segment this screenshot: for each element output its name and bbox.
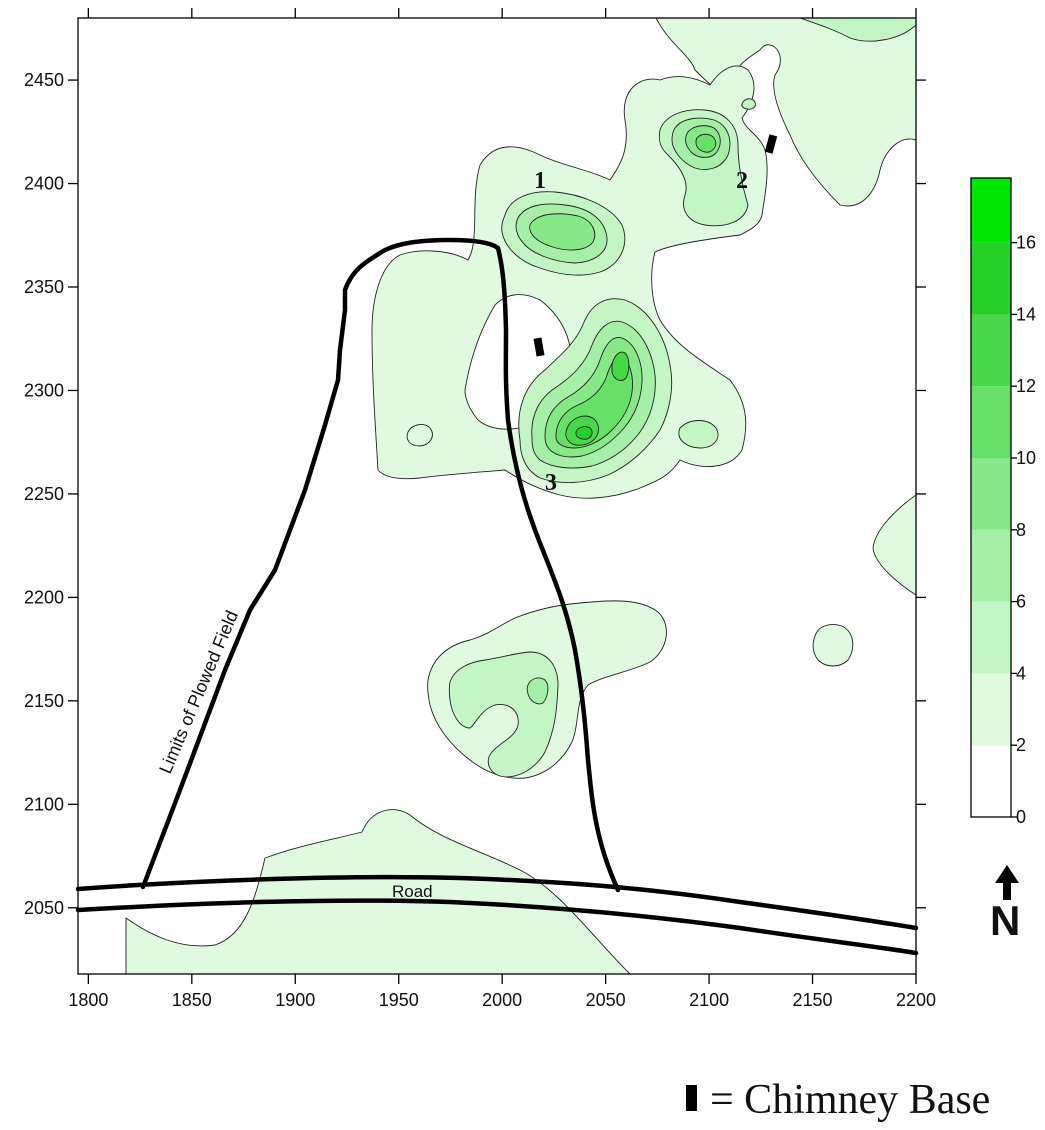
colorbar-swatch — [971, 673, 1011, 746]
colorbar-swatch — [971, 242, 1011, 315]
y-tick-label: 2250 — [24, 484, 64, 504]
contour-12-north-lobe — [611, 351, 630, 381]
contour-2-east-islet — [812, 624, 854, 667]
contour-4-northeast — [799, 18, 916, 42]
x-tick-label: 2000 — [482, 990, 522, 1010]
colorbar-swatch — [971, 386, 1011, 459]
colorbar-tick-label: 10 — [1016, 448, 1036, 468]
contour-2-islet — [406, 424, 433, 447]
colorbar-tick-label: 16 — [1016, 233, 1036, 253]
colorbar-swatch — [971, 178, 1011, 243]
road — [75, 874, 919, 956]
colorbar-swatch — [971, 529, 1011, 602]
colorbar-swatch — [971, 314, 1011, 387]
colorbar-swatch — [971, 601, 1011, 674]
contour-8-anomaly1 — [529, 213, 596, 251]
anomaly-label-1: 1 — [534, 168, 546, 194]
x-axis-labels: 1800 1850 1900 1950 2000 2050 2100 2150 2200 — [68, 990, 936, 1010]
colorbar-swatch — [971, 745, 1011, 817]
contour-14-anomaly3 — [575, 426, 593, 440]
x-tick-label: 1850 — [172, 990, 212, 1010]
y-tick-label: 2350 — [24, 277, 64, 297]
y-tick-label: 2100 — [24, 794, 64, 814]
colorbar-swatch — [971, 458, 1011, 530]
y-tick-label: 2300 — [24, 380, 64, 400]
map-frame — [77, 17, 917, 975]
contour-2-northeast — [655, 18, 916, 207]
contour-4-lobe — [678, 420, 719, 449]
y-tick-label: 2150 — [24, 691, 64, 711]
y-tick-label: 2400 — [24, 174, 64, 194]
x-tick-label: 2100 — [689, 990, 729, 1010]
road-edge-north — [75, 874, 919, 931]
plowed-field-boundary — [140, 237, 621, 893]
colorbar-tick-label: 12 — [1016, 376, 1036, 396]
colorbar-tick-label: 8 — [1016, 520, 1026, 540]
chimney-base-legend-icon — [686, 1085, 697, 1111]
colorbar-tick-label: 0 — [1016, 807, 1026, 827]
contour-layer — [125, 18, 916, 974]
chimney-base-marker — [533, 337, 545, 357]
contour-6-south-central — [526, 677, 549, 705]
chimney-legend: = Chimney Base — [686, 1077, 990, 1123]
north-label: N — [990, 897, 1020, 944]
chimney-legend-text: = Chimney Base — [710, 1077, 990, 1123]
x-tick-label: 2150 — [793, 990, 833, 1010]
contour-4-islet-2 — [741, 98, 756, 110]
colorbar-tick-label: 4 — [1016, 663, 1026, 683]
contour-10-anomaly2 — [695, 133, 717, 153]
anomaly-label-2: 2 — [736, 168, 748, 194]
colorbar-frame — [970, 177, 1012, 818]
axis-ticks — [68, 8, 926, 984]
colorbar: 0 2 4 6 8 10 12 14 16 — [970, 177, 1036, 827]
contour-2-east-edge — [872, 494, 916, 596]
x-tick-label: 1800 — [68, 990, 108, 1010]
plowed-field-label: Limits of Plowed Field — [155, 608, 242, 777]
road-edge-south — [75, 898, 919, 956]
x-tick-label: 2050 — [586, 990, 626, 1010]
x-tick-label: 2200 — [896, 990, 936, 1010]
x-tick-label: 1950 — [379, 990, 419, 1010]
north-arrow-icon — [995, 865, 1019, 900]
y-tick-label: 2200 — [24, 587, 64, 607]
road-label: Road — [392, 882, 433, 901]
colorbar-tick-label: 2 — [1016, 735, 1026, 755]
y-tick-label: 2450 — [24, 70, 64, 90]
y-tick-label: 2050 — [24, 898, 64, 918]
x-tick-label: 1900 — [275, 990, 315, 1010]
colorbar-tick-label: 6 — [1016, 592, 1026, 612]
chimney-base-marker — [764, 134, 778, 154]
north-arrow: N — [990, 865, 1020, 944]
anomaly-label-3: 3 — [545, 470, 557, 496]
y-axis-labels: 2450 2400 2350 2300 2250 2200 2150 2100 2050 — [24, 70, 64, 918]
contour-2-south — [125, 809, 631, 974]
colorbar-tick-label: 14 — [1016, 304, 1036, 324]
